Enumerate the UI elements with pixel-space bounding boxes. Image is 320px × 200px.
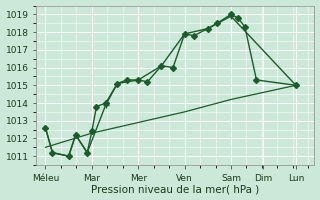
X-axis label: Pression niveau de la mer( hPa ): Pression niveau de la mer( hPa ): [91, 184, 260, 194]
